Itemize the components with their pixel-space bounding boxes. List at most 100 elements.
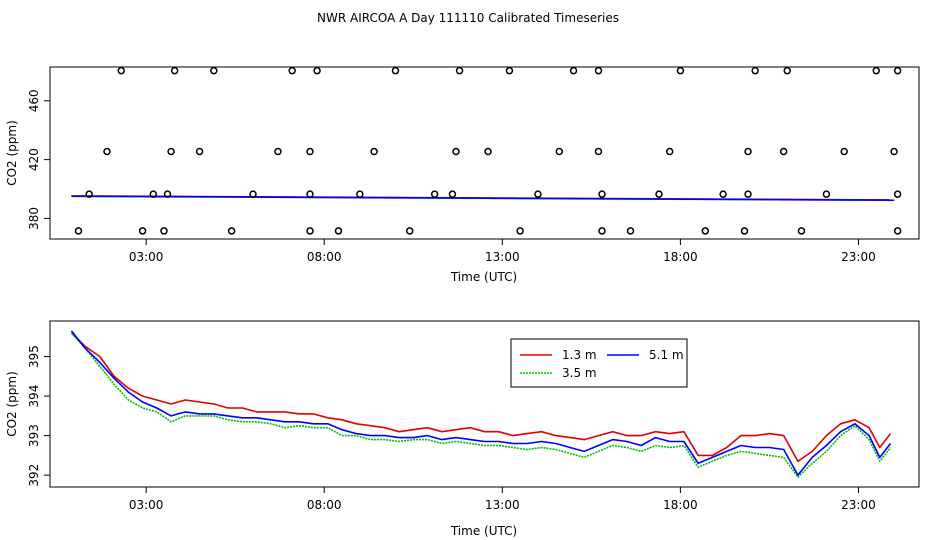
calibration-point bbox=[306, 190, 314, 198]
legend-box bbox=[510, 338, 688, 388]
calibration-point bbox=[598, 227, 606, 235]
calibration-point bbox=[665, 147, 674, 156]
bottom-x-tick-label: 18:00 bbox=[663, 498, 698, 512]
calibration-point bbox=[356, 190, 364, 198]
bottom-panel-series bbox=[70, 330, 892, 478]
calibration-point bbox=[840, 147, 848, 156]
bottom-series-1-3-m bbox=[70, 332, 892, 463]
top-y-tick-label: 420 bbox=[27, 148, 41, 171]
calibration-point bbox=[455, 66, 464, 75]
calibration-point bbox=[167, 147, 175, 156]
calibration-point bbox=[103, 147, 111, 156]
top-panel-x-label: Time (UTC) bbox=[450, 270, 517, 284]
legend-label-5-1m: 5.1 m bbox=[649, 348, 684, 362]
calibration-point bbox=[893, 227, 902, 235]
chart-title: NWR AIRCOA A Day 111110 Calibrated Times… bbox=[317, 11, 619, 25]
calibration-point bbox=[626, 227, 635, 235]
calibration-point bbox=[594, 66, 603, 75]
calibration-point bbox=[534, 190, 542, 198]
calibration-point bbox=[274, 147, 282, 156]
top-x-tick-label: 18:00 bbox=[663, 250, 698, 264]
top-y-tick-label: 380 bbox=[27, 207, 41, 230]
calibration-point bbox=[598, 190, 606, 198]
bottom-y-tick-label: 393 bbox=[27, 424, 41, 447]
calibration-point bbox=[783, 66, 791, 75]
calibration-point bbox=[516, 227, 524, 235]
calibration-point bbox=[893, 190, 902, 198]
calibration-point bbox=[85, 190, 93, 198]
bottom-x-tick-label: 23:00 bbox=[841, 498, 876, 512]
calibration-point bbox=[370, 147, 378, 156]
calibration-point bbox=[306, 227, 314, 235]
top-x-tick-label: 03:00 bbox=[129, 250, 164, 264]
top-x-tick-label: 23:00 bbox=[841, 250, 876, 264]
calibration-point bbox=[751, 66, 759, 75]
calibration-point bbox=[655, 190, 663, 198]
bottom-panel-y-label: CO2 (ppm) bbox=[5, 371, 19, 437]
top-panel-y-axis: 380 420 460 bbox=[27, 89, 50, 230]
calibration-point bbox=[822, 190, 831, 198]
bottom-panel-frame bbox=[49, 320, 920, 488]
calibration-point bbox=[448, 190, 457, 198]
top-panel-x-axis: 03:00 08:00 13:00 18:00 23:00 bbox=[129, 239, 876, 264]
calibration-point bbox=[594, 147, 603, 156]
calibration-point bbox=[701, 227, 710, 235]
legend-label-3-5m: 3.5 m bbox=[562, 366, 597, 380]
calibration-point bbox=[740, 227, 749, 235]
top-x-tick-label: 08:00 bbox=[307, 250, 342, 264]
calibration-point bbox=[890, 147, 898, 156]
bottom-x-tick-label: 03:00 bbox=[129, 498, 164, 512]
calibration-point bbox=[306, 147, 314, 156]
calibration-point bbox=[313, 66, 321, 75]
calibration-point bbox=[288, 66, 296, 75]
bottom-y-tick-label: 392 bbox=[27, 464, 41, 487]
calibration-point bbox=[160, 227, 168, 235]
chart-legend: 1.3 m 5.1 m 3.5 m bbox=[510, 338, 688, 388]
calibration-point bbox=[872, 66, 881, 75]
bottom-panel-x-axis: 03:00 08:00 13:00 18:00 23:00 bbox=[129, 487, 876, 512]
calibration-point bbox=[893, 66, 902, 75]
calibration-point bbox=[555, 147, 564, 156]
calibration-point bbox=[74, 227, 83, 235]
bottom-series-3-5-m bbox=[70, 332, 892, 478]
calibration-point bbox=[744, 147, 752, 156]
calibration-point bbox=[138, 227, 147, 235]
calibration-point bbox=[484, 147, 492, 156]
bottom-x-tick-label: 13:00 bbox=[485, 498, 520, 512]
calibration-point bbox=[249, 190, 257, 198]
bottom-panel: 392 393 394 395 03:00 08:00 13:00 18:00 23:00 T… bbox=[5, 320, 920, 538]
legend-label-1-3m: 1.3 m bbox=[562, 348, 597, 362]
calibration-point bbox=[405, 227, 414, 235]
top-panel-calibration-points bbox=[74, 66, 902, 235]
calibration-point bbox=[569, 66, 578, 75]
calibration-point bbox=[744, 190, 752, 198]
calibration-point bbox=[719, 190, 727, 198]
bottom-x-tick-label: 08:00 bbox=[307, 498, 342, 512]
top-panel-series bbox=[71, 195, 895, 202]
calibration-point bbox=[505, 66, 514, 75]
calibration-point bbox=[334, 227, 343, 235]
calibration-point bbox=[149, 190, 158, 198]
bottom-y-tick-label: 395 bbox=[27, 345, 41, 368]
calibration-point bbox=[779, 147, 788, 156]
calibration-point bbox=[430, 190, 439, 198]
bottom-panel-x-label: Time (UTC) bbox=[450, 524, 517, 538]
calibration-point bbox=[797, 227, 806, 235]
top-panel-frame bbox=[49, 66, 920, 240]
calibration-point bbox=[117, 66, 125, 75]
calibration-point bbox=[163, 190, 172, 198]
top-x-tick-label: 13:00 bbox=[485, 250, 520, 264]
calibration-point bbox=[210, 66, 218, 75]
calibration-point bbox=[195, 147, 204, 156]
top-panel-y-label: CO2 (ppm) bbox=[5, 120, 19, 186]
bottom-y-tick-label: 394 bbox=[27, 385, 41, 408]
top-y-tick-label: 460 bbox=[27, 89, 41, 112]
calibration-point bbox=[452, 147, 460, 156]
top-panel: 380 420 460 03:00 08:00 13:00 18:00 23:00 Time… bbox=[5, 66, 920, 284]
top-series-5-1-m bbox=[71, 195, 895, 201]
calibration-point bbox=[391, 66, 400, 75]
calibration-point bbox=[676, 66, 685, 75]
calibration-point bbox=[170, 66, 179, 75]
bottom-series-5-1-m bbox=[70, 330, 892, 476]
